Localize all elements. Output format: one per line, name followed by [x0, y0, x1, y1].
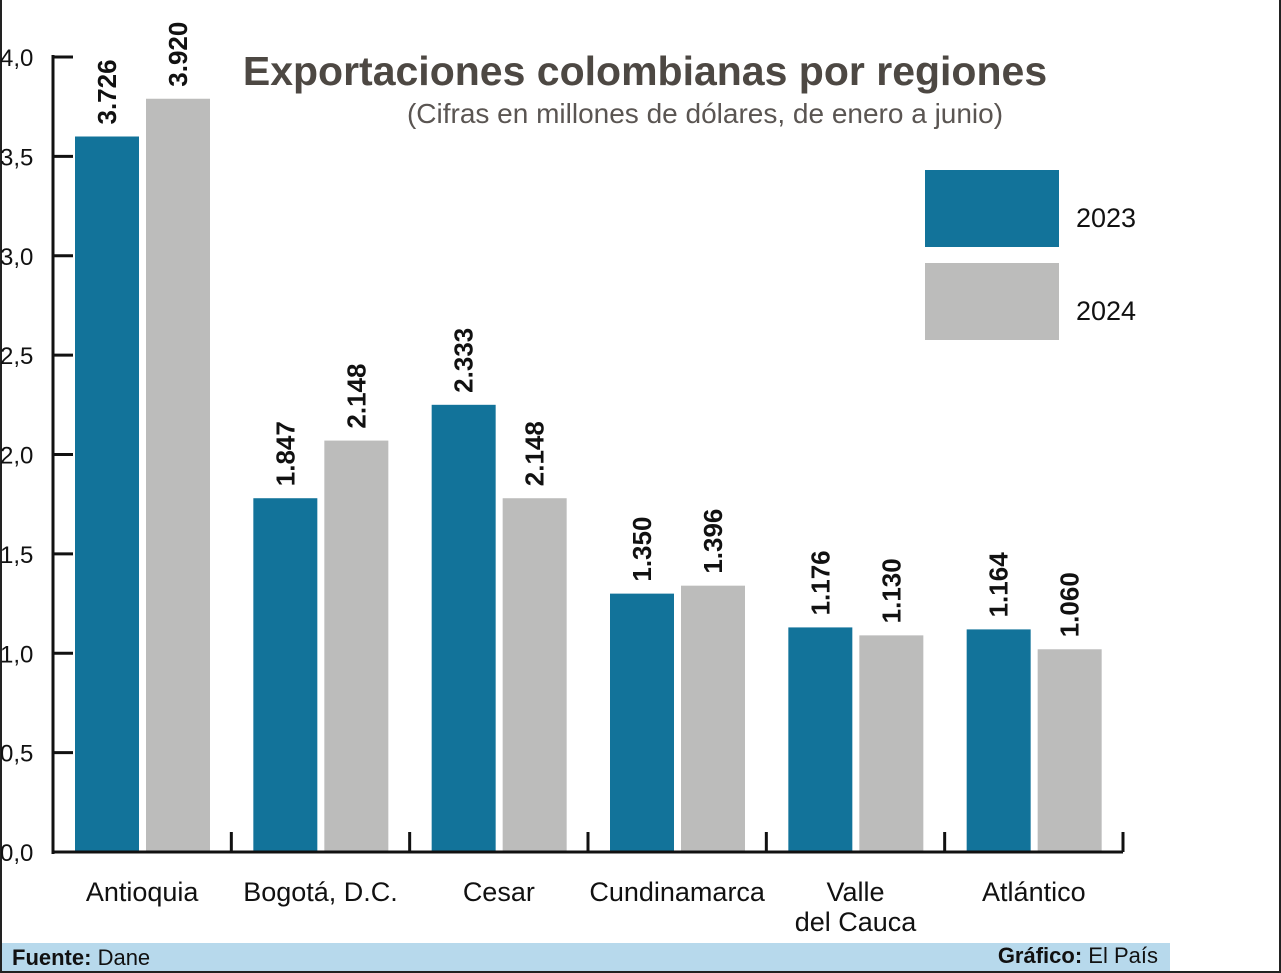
bar-value-label: 1.060 [1055, 572, 1085, 637]
y-tick-label: 2,0 [0, 443, 33, 470]
bars: 3.726 3.920 1.847 2.148 2.333 2.148 1.350 1.396… [75, 22, 1102, 851]
y-tick-label: 3,0 [0, 244, 33, 271]
bar [75, 136, 139, 851]
chart-title: Exportaciones colombianas por regiones [243, 48, 1047, 94]
y-tick-label: 0,0 [0, 840, 33, 867]
bar-value-label: 2.148 [341, 364, 371, 429]
bar [502, 498, 567, 851]
bar-chart: Exportaciones colombianas por regiones (… [0, 22, 1136, 937]
y-tick-label: 2,5 [0, 343, 33, 370]
bar [788, 627, 853, 851]
legend-label: 2023 [1076, 203, 1136, 233]
source-note: Fuente: Dane [12, 945, 150, 971]
credit-label: Gráfico: [997, 943, 1083, 968]
bar [146, 98, 210, 851]
bar-value-label: 1.847 [270, 421, 300, 486]
category-label: Bogotá, D.C. [243, 877, 398, 907]
chart-subtitle: (Cifras en millones de dólares, de enero… [407, 98, 1003, 129]
legend-swatch [925, 170, 1059, 247]
bar-value-label: 1.164 [984, 552, 1014, 618]
y-tick-label: 1,0 [0, 641, 33, 668]
category-label: Cundinamarca [589, 877, 766, 907]
bar [324, 440, 389, 851]
bar-value-label: 3.726 [92, 59, 122, 124]
bar-value-label: 3.920 [163, 22, 193, 87]
category-label: Antioquia [86, 877, 200, 907]
legend-swatch [925, 263, 1059, 340]
source-label: Fuente: [12, 945, 92, 970]
bar [431, 404, 496, 851]
y-tick-label: 0,5 [0, 741, 33, 768]
category-label: Cesar [463, 877, 535, 907]
bar-value-label: 2.148 [520, 421, 550, 486]
bottom-border [0, 971, 1281, 973]
category-label: Valle del Cauca [795, 877, 918, 937]
y-tick-label: 4,0 [0, 45, 33, 72]
bar-value-label: 1.350 [627, 517, 657, 582]
bar [859, 635, 924, 851]
bar [966, 629, 1031, 851]
legend: 2023 2024 [925, 170, 1136, 340]
footer-bar: Fuente: Dane Gráfico: El País [2, 943, 1170, 971]
bar [1037, 649, 1102, 851]
bar-value-label: 2.333 [449, 328, 479, 393]
bar [610, 593, 674, 851]
bar-value-label: 1.130 [876, 558, 906, 623]
axes: 0,0 0,5 1,0 1,5 2,0 2,5 3,0 3,5 4,0 Antioquia Bogo… [0, 45, 1125, 937]
source-value: Dane [97, 945, 151, 970]
credit-value: El País [1088, 943, 1158, 968]
legend-label: 2024 [1076, 296, 1136, 326]
y-tick-label: 1,5 [0, 542, 33, 569]
bar [681, 585, 745, 851]
y-tick-label: 3,5 [0, 144, 33, 171]
bar-value-label: 1.396 [698, 509, 728, 574]
credit-note: Gráfico: El País [998, 943, 1158, 969]
bar [253, 498, 318, 851]
category-label: Atlántico [982, 877, 1086, 907]
bar-value-label: 1.176 [805, 550, 835, 615]
